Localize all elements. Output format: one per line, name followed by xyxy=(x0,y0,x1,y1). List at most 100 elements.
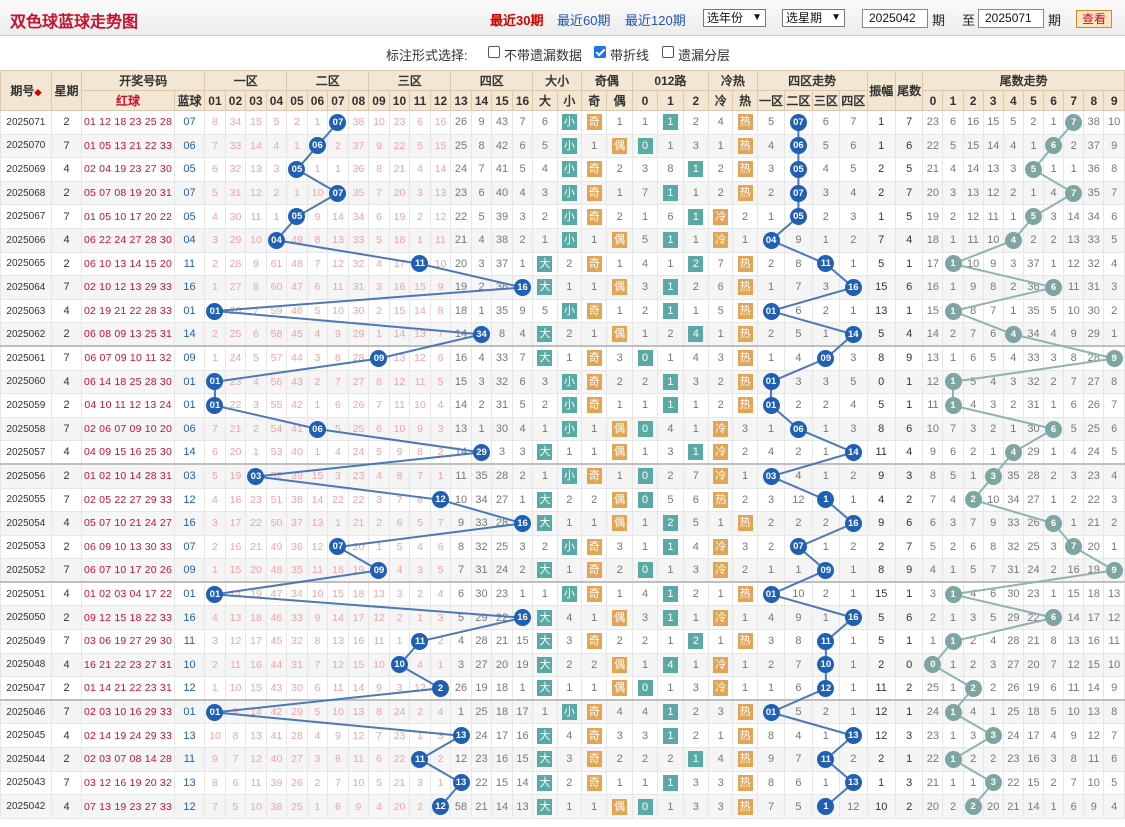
heat-cell: 1 xyxy=(708,723,734,749)
num-miss-cell: 19 xyxy=(388,204,411,229)
num-hit-cell: 11 xyxy=(409,747,431,772)
tail-trend-cell: 2 xyxy=(1103,298,1125,324)
from-issue-input[interactable]: 2025042 xyxy=(862,9,928,28)
num-miss-cell: 42 xyxy=(491,133,513,159)
route-tag: 1 xyxy=(662,185,678,202)
num-miss-cell: 39 xyxy=(265,770,288,796)
tail-hit-cell: 2 xyxy=(962,676,984,702)
tail-trend-cell: 1 xyxy=(1043,393,1065,418)
odd-cell: 偶 xyxy=(606,227,633,253)
zone-trend-cell: 2 xyxy=(811,581,841,607)
tail-trend-cell: 2 xyxy=(962,652,984,678)
week-select[interactable]: 选星期 ▼ xyxy=(782,9,845,27)
tail-trend-cell: 5 xyxy=(1103,440,1125,466)
tail-trend-marker: 2 xyxy=(964,491,982,509)
table-row: 2025061 7 06 07 09 10 11 32 09 1 24 5 57 44 3 8 28 0… xyxy=(0,345,1125,371)
heat-tag: 热 xyxy=(737,798,753,815)
num-miss-cell: 38 xyxy=(491,227,513,253)
route-cell: 1 xyxy=(657,251,684,277)
zone-trend-marker: 06 xyxy=(789,420,807,438)
tail-trend-cell: 25 xyxy=(1022,534,1045,560)
tail-trend-cell: 11 xyxy=(982,204,1004,229)
size-tag: 大 xyxy=(537,656,553,673)
to-issue-input[interactable]: 2025071 xyxy=(978,9,1044,28)
tail-trend-cell: 1 xyxy=(942,275,964,300)
num-miss-cell: 3 xyxy=(511,534,534,560)
heat-cell: 热 xyxy=(732,345,758,371)
num-hit-cell: 01 xyxy=(204,298,226,324)
zone-trend-cell: 7 xyxy=(839,110,868,135)
size-cell: 1 xyxy=(556,794,583,819)
size-cell: 1 xyxy=(556,558,583,584)
header-row-1: 期号◆ 星期 开奖号码 一区 二区 三区 四区 大小 奇偶 012路 冷热 四区… xyxy=(0,70,1125,111)
sort-icon[interactable]: ◆ xyxy=(34,87,42,97)
blue-ball-cell: 12 xyxy=(173,487,206,513)
tail-cell: 5 xyxy=(894,157,924,182)
num-miss-cell: 27 xyxy=(470,652,493,678)
num-miss-cell: 1 xyxy=(327,157,349,182)
zone-trend-hit-cell: 01 xyxy=(756,581,786,607)
size-cell: 小 xyxy=(556,463,583,489)
zone-trend-cell: 5 xyxy=(756,110,786,135)
tail-trend-cell: 21 xyxy=(1022,629,1045,654)
tail-trend-cell: 19 xyxy=(922,204,944,229)
tail-sub-header: 5 xyxy=(1022,90,1045,111)
blue-ball-marker: 06 xyxy=(308,137,326,155)
week-cell: 4 xyxy=(50,794,83,819)
red-balls-cell: 06 09 10 13 30 33 xyxy=(81,534,175,560)
zone-trend-cell: 4 xyxy=(839,180,868,206)
heat-cell: 热 xyxy=(732,369,758,395)
zone-trend-cell: 2 xyxy=(756,511,786,536)
zone-trend-cell: 1 xyxy=(784,558,813,584)
tail-trend-cell: 21 xyxy=(1002,794,1024,819)
tail-trend-cell: 2 xyxy=(1022,227,1045,253)
num-miss-cell: 2 xyxy=(306,369,329,395)
size-cell: 大 xyxy=(532,440,558,466)
issue-cell: 2025069 xyxy=(0,157,52,182)
size-cell: 1 xyxy=(532,227,558,253)
num-hit-cell: 01 xyxy=(204,699,226,725)
week-cell: 4 xyxy=(50,369,83,395)
num-miss-cell: 18 xyxy=(224,487,247,513)
odd-tag: 奇 xyxy=(586,303,602,320)
heat-cell: 热 xyxy=(732,723,758,749)
num-miss-cell: 36 xyxy=(347,157,370,182)
tail-hit-cell: 4 xyxy=(1002,322,1024,348)
option-layer-checkbox[interactable] xyxy=(662,46,674,58)
period-60-link[interactable]: 最近60期 xyxy=(557,13,611,28)
num-miss-cell: 40 xyxy=(265,747,288,772)
route-cell: 0 xyxy=(631,416,659,442)
tail-hit-cell: 7 xyxy=(1063,110,1085,135)
num-miss-cell: 2 xyxy=(470,275,493,300)
red-balls-cell: 01 02 10 14 28 31 xyxy=(81,463,175,489)
year-select[interactable]: 选年份 ▼ xyxy=(703,9,766,27)
option-no-miss-checkbox[interactable] xyxy=(488,46,500,58)
route-cell: 2 xyxy=(631,298,659,324)
num-miss-cell: 21 xyxy=(450,227,472,253)
num-hit-cell: 06 xyxy=(306,416,329,442)
route-cell: 1 xyxy=(657,133,684,159)
amplitude-cell: 2 xyxy=(866,180,896,206)
option-line-checkbox[interactable] xyxy=(594,46,606,58)
period-30-link[interactable]: 最近30期 xyxy=(490,13,544,28)
size-tag: 小 xyxy=(561,586,577,603)
route-cell: 1 xyxy=(682,605,710,631)
odd-cell: 奇 xyxy=(581,251,608,277)
issue-header[interactable]: 期号◆ xyxy=(0,70,52,111)
num-miss-cell: 47 xyxy=(286,275,308,300)
num-miss-cell: 7 xyxy=(204,133,226,159)
amplitude-cell: 2 xyxy=(866,157,896,182)
tail-trend-cell: 34 xyxy=(1083,204,1105,229)
period-120-link[interactable]: 最近120期 xyxy=(625,13,686,28)
tail-trend-cell: 20 xyxy=(922,180,944,206)
num-miss-cell: 39 xyxy=(286,463,308,489)
num-miss-cell: 32 xyxy=(286,629,308,654)
size-cell: 4 xyxy=(532,157,558,182)
num-miss-cell: 4 xyxy=(204,605,226,631)
zone-trend-hit-cell: 01 xyxy=(756,699,786,725)
page-title: 双色球蓝球走势图 xyxy=(10,14,139,31)
blue-ball-marker: 05 xyxy=(288,160,306,178)
tail-trend-cell: 5 xyxy=(1043,298,1065,324)
query-button[interactable]: 查看 xyxy=(1076,10,1112,28)
num-miss-cell: 19 xyxy=(224,463,247,489)
